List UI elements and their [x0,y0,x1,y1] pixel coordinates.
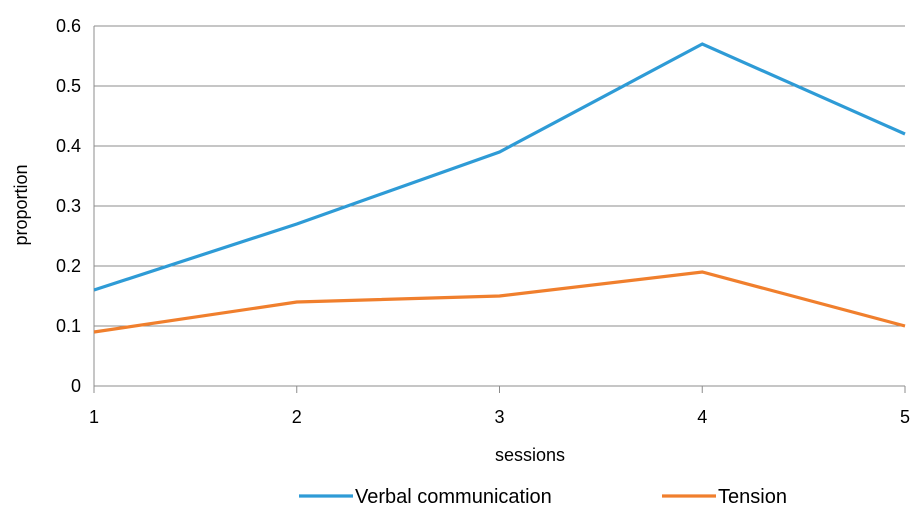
x-tick-label: 4 [697,407,707,427]
x-axis-title: sessions [495,445,565,465]
y-tick-label: 0.2 [56,256,81,276]
legend: Verbal communication Tension [299,486,787,508]
y-tick-label: 0.1 [56,316,81,336]
y-tick-label: 0.3 [56,196,81,216]
series-line-1 [93,42,906,292]
axes [93,26,906,393]
y-tick-labels: 0 0.1 0.2 0.3 0.4 0.5 0.6 [56,16,81,396]
y-tick-label: 0 [71,376,81,396]
x-tick-label: 2 [292,407,302,427]
x-tick-label: 5 [900,407,910,427]
legend-label: Tension [718,486,787,508]
y-tick-label: 0.6 [56,16,81,36]
x-tick-label: 1 [89,407,99,427]
x-tick-label: 3 [494,407,504,427]
series-lines [93,42,906,334]
y-tick-label: 0.5 [56,76,81,96]
series-line-2 [93,270,906,334]
y-axis-title: proportion [11,164,31,245]
x-tick-labels: 1 2 3 4 5 [89,407,910,427]
legend-label: Verbal communication [355,486,552,508]
gridlines [94,25,905,327]
y-tick-label: 0.4 [56,136,81,156]
